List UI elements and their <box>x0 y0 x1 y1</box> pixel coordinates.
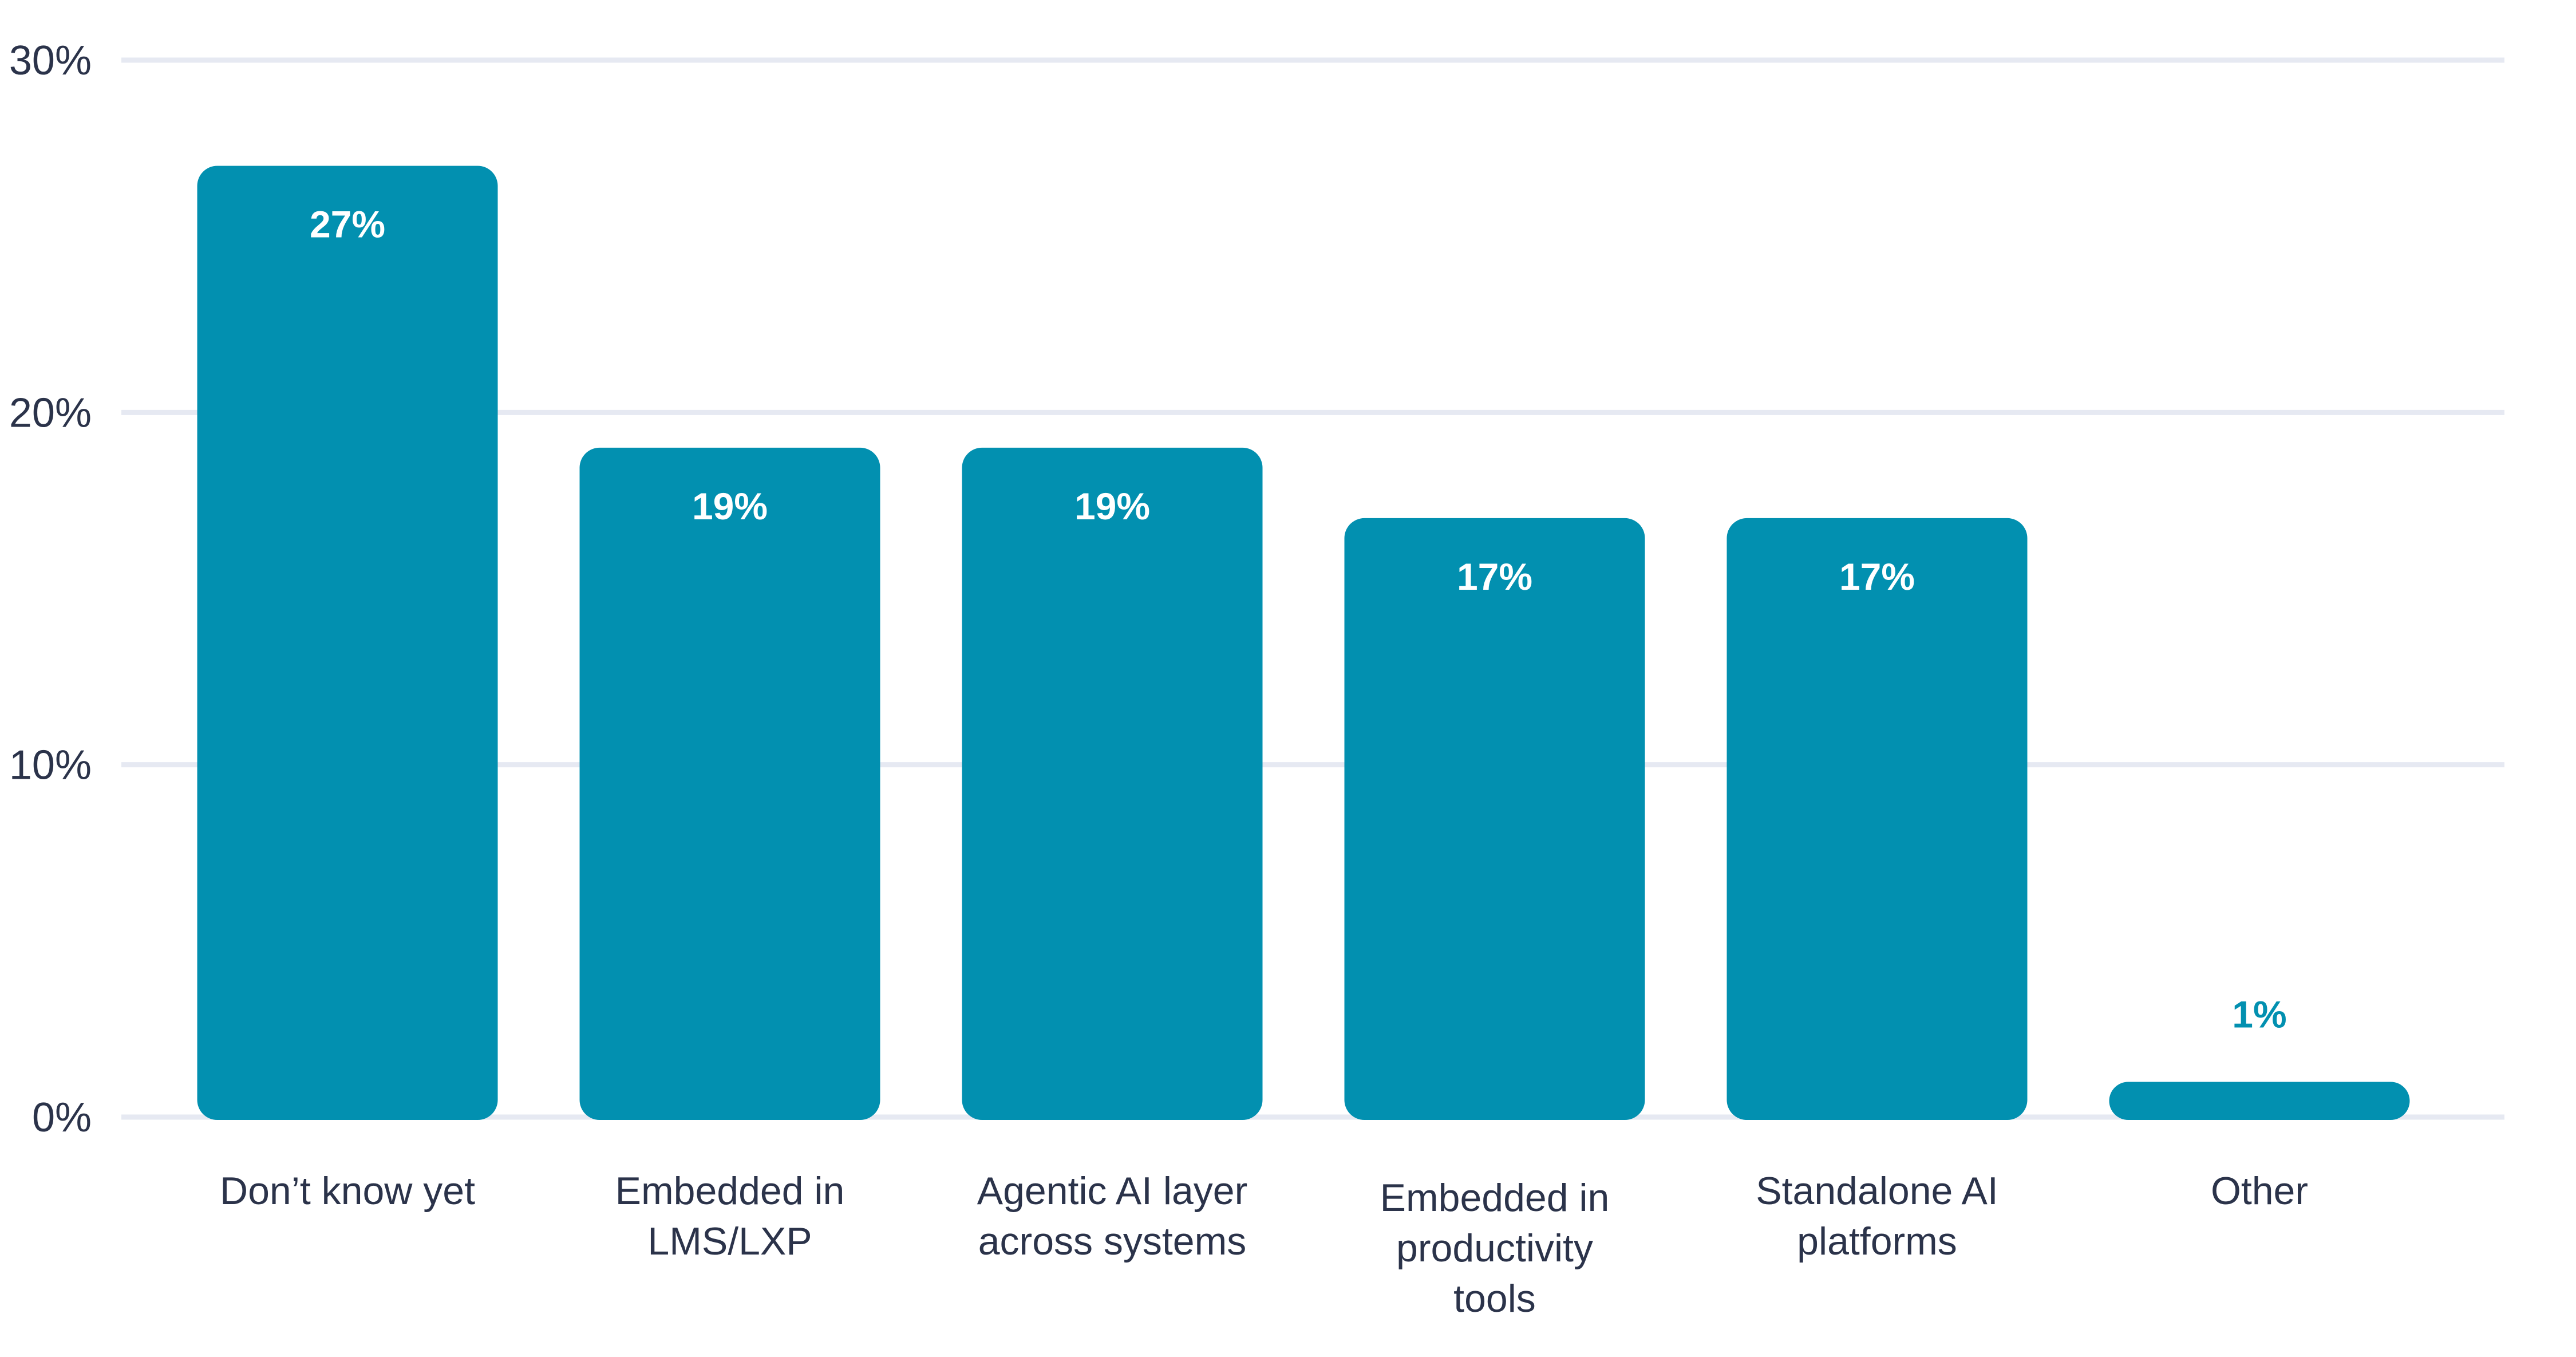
data-label: 17% <box>1839 555 1915 598</box>
bar <box>2109 1082 2410 1120</box>
data-label: 17% <box>1457 555 1532 598</box>
data-label: 19% <box>1074 485 1150 527</box>
bar <box>197 165 498 1121</box>
data-label: 19% <box>692 485 768 527</box>
y-tick-label: 10% <box>9 743 92 788</box>
category-label: Other <box>2211 1169 2308 1213</box>
category-label: platforms <box>1797 1220 1957 1263</box>
category-label: productivity <box>1396 1226 1593 1270</box>
data-label: 1% <box>2232 993 2286 1035</box>
bar <box>1726 518 2028 1120</box>
y-tick-label: 30% <box>9 38 92 84</box>
gridlines <box>121 57 2504 1120</box>
y-axis-tick-labels: 0% 10% 20% 30% <box>9 38 92 1141</box>
y-tick-label: 0% <box>32 1095 92 1141</box>
bars: 27% 19% 19% 17% 17% 1% <box>197 165 2410 1121</box>
bar <box>1344 518 1645 1120</box>
y-tick-label: 20% <box>9 390 92 436</box>
data-label: 27% <box>310 203 385 246</box>
category-label: Agentic AI layer <box>977 1169 1247 1213</box>
category-label: Don’t know yet <box>220 1169 475 1213</box>
category-label: across systems <box>978 1220 1247 1263</box>
category-label: LMS/LXP <box>647 1220 812 1263</box>
category-label: Standalone AI <box>1756 1169 1998 1213</box>
x-axis-category-labels: Don’t know yet Embedded in LMS/LXP Agentic … <box>220 1169 2308 1320</box>
category-label: Embedded in <box>615 1169 845 1213</box>
bar <box>579 447 880 1120</box>
category-label: Embedded in <box>1380 1176 1610 1220</box>
bar <box>962 447 1263 1120</box>
category-label: tools <box>1453 1277 1536 1320</box>
